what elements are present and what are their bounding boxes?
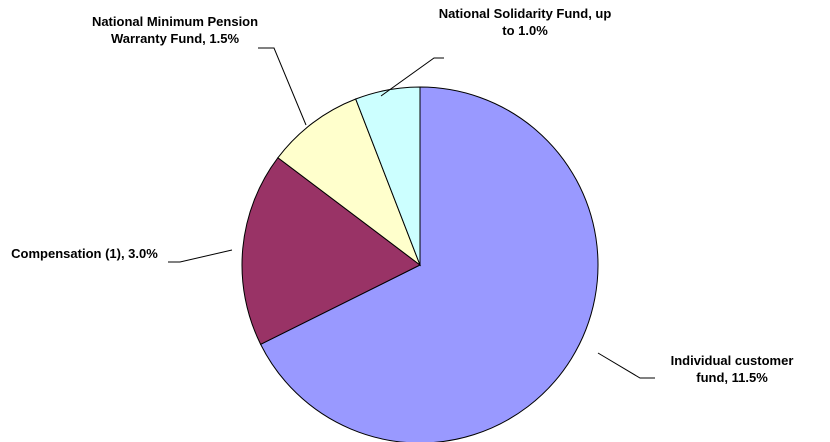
pie-slice [277,98,422,267]
slice-label: National Minimum Pension Warranty Fund, … [91,14,259,46]
leader-line [168,249,233,263]
slice-label: Individual customer fund, 11.5% [670,353,794,385]
pie-slice [241,157,421,346]
leader-line [258,47,307,126]
leader-line [597,352,655,379]
slice-label: National Solidarity Fund, up to 1.0% [438,6,612,38]
pie-slice [259,86,599,442]
leader-line [380,57,444,97]
pie-slice [355,86,421,266]
slice-label: Compensation (1), 3.0% [11,246,158,261]
